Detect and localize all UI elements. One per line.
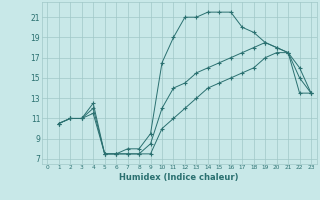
X-axis label: Humidex (Indice chaleur): Humidex (Indice chaleur)	[119, 173, 239, 182]
